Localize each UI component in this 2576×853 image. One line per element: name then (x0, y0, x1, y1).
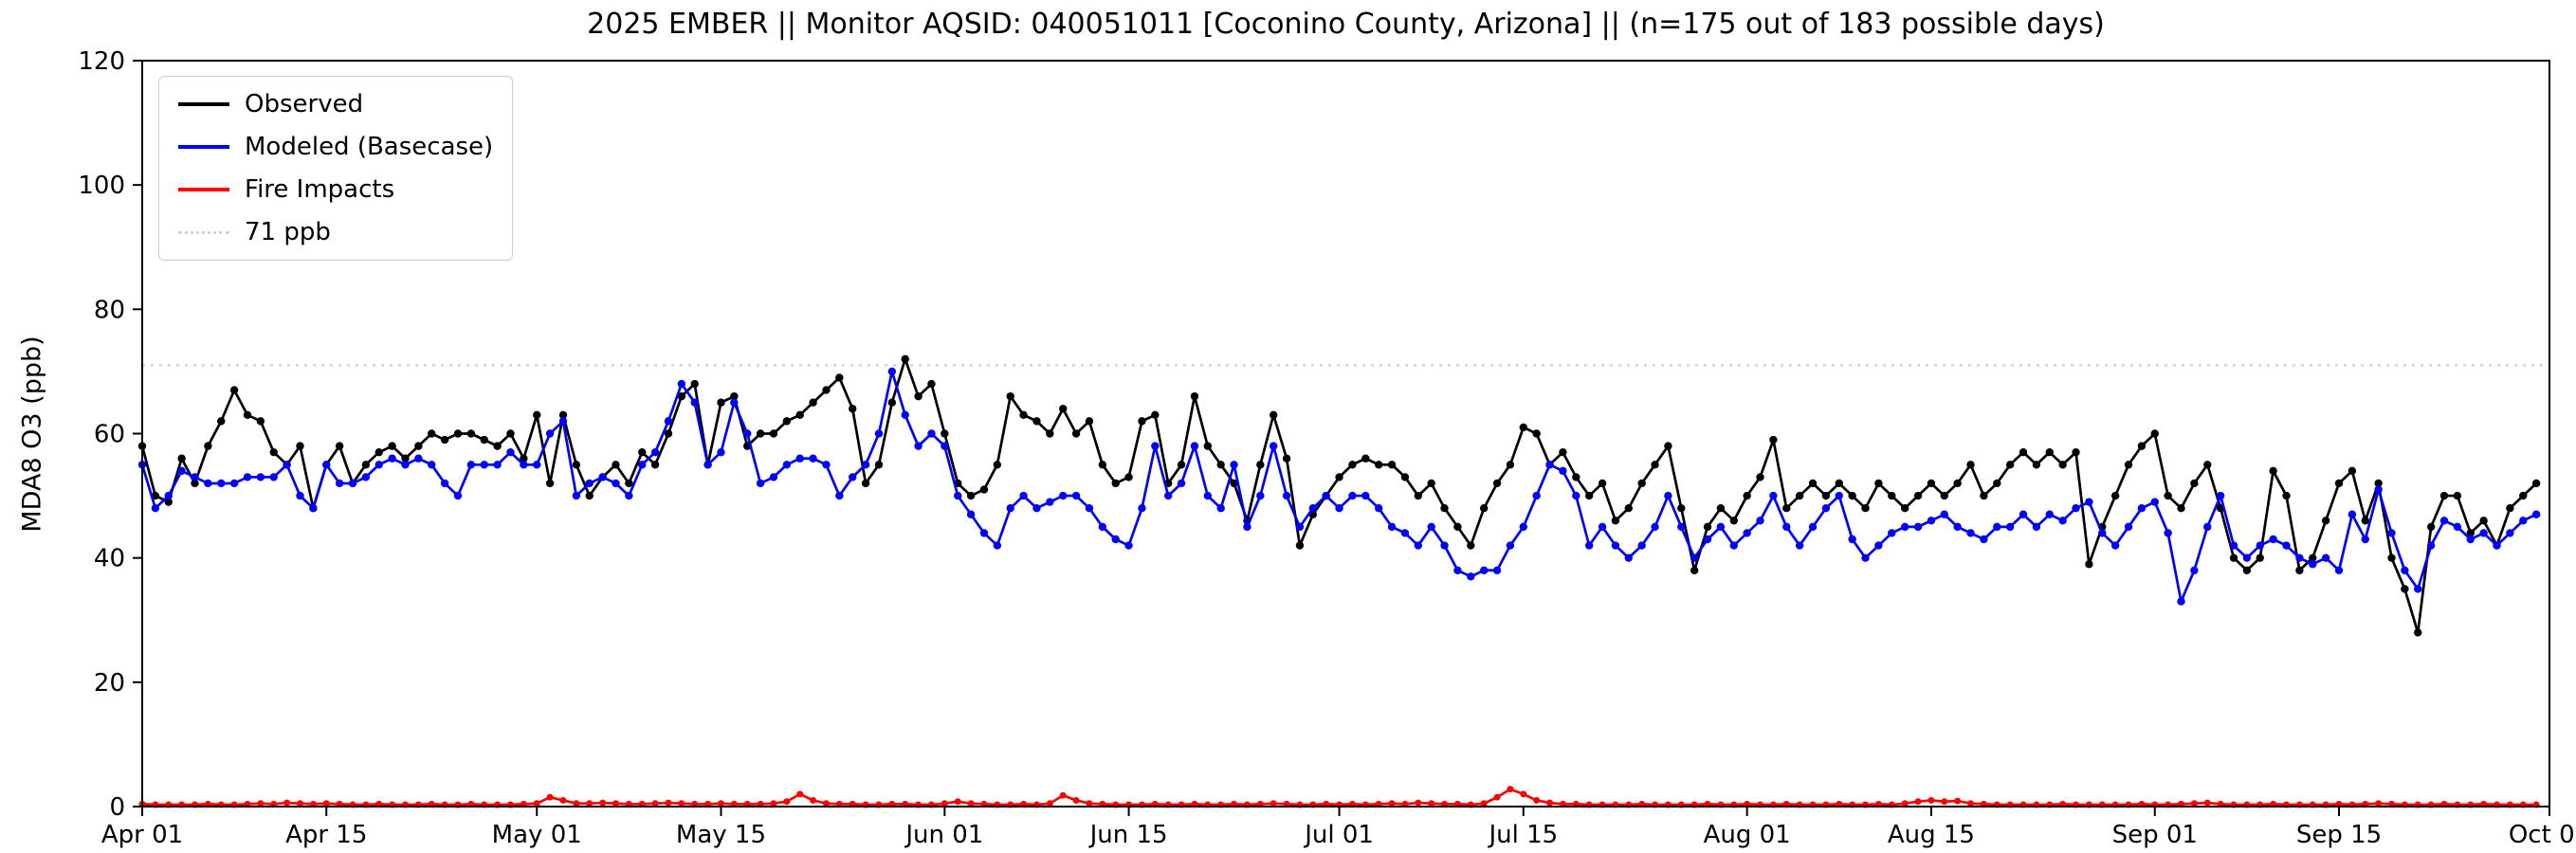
svg-text:Oct 01: Oct 01 (2509, 821, 2576, 849)
legend-label-observed: Observed (245, 90, 364, 118)
svg-text:Jun 15: Jun 15 (1088, 821, 1168, 849)
legend-item-fire-impacts: Fire Impacts (178, 175, 493, 204)
svg-text:Sep 01: Sep 01 (2112, 821, 2198, 849)
svg-text:Apr 01: Apr 01 (101, 821, 183, 849)
svg-text:Jun 01: Jun 01 (904, 821, 983, 849)
svg-text:40: 40 (94, 545, 125, 573)
legend-label-fire-impacts: Fire Impacts (245, 175, 395, 204)
svg-text:Jul 15: Jul 15 (1487, 821, 1558, 849)
observed-line-swatch (178, 102, 229, 106)
legend-item-modeled: Modeled (Basecase) (178, 133, 493, 161)
svg-text:Aug 01: Aug 01 (1704, 821, 1791, 849)
svg-text:May 01: May 01 (492, 821, 582, 849)
chart-title: 2025 EMBER || Monitor AQSID: 040051011 [… (587, 8, 2105, 41)
legend-item-threshold: 71 ppb (178, 218, 493, 246)
legend-item-observed: Observed (178, 90, 493, 118)
svg-text:60: 60 (94, 421, 125, 449)
legend-label-modeled: Modeled (Basecase) (245, 133, 494, 161)
fire-impacts-line-swatch (178, 188, 229, 191)
modeled-line-swatch (178, 145, 229, 149)
legend: Observed Modeled (Basecase) Fire Impacts… (158, 76, 514, 261)
svg-text:Aug 15: Aug 15 (1888, 821, 1975, 849)
svg-text:Jul 01: Jul 01 (1303, 821, 1374, 849)
svg-text:Apr 15: Apr 15 (285, 821, 367, 849)
svg-text:May 15: May 15 (676, 821, 766, 849)
svg-text:80: 80 (94, 296, 125, 324)
threshold-line-swatch (178, 230, 229, 234)
svg-text:120: 120 (78, 47, 125, 76)
svg-text:100: 100 (78, 172, 125, 200)
svg-text:Sep 15: Sep 15 (2296, 821, 2382, 849)
svg-text:20: 20 (94, 669, 125, 698)
legend-label-threshold: 71 ppb (245, 218, 331, 246)
svg-text:0: 0 (109, 793, 125, 822)
